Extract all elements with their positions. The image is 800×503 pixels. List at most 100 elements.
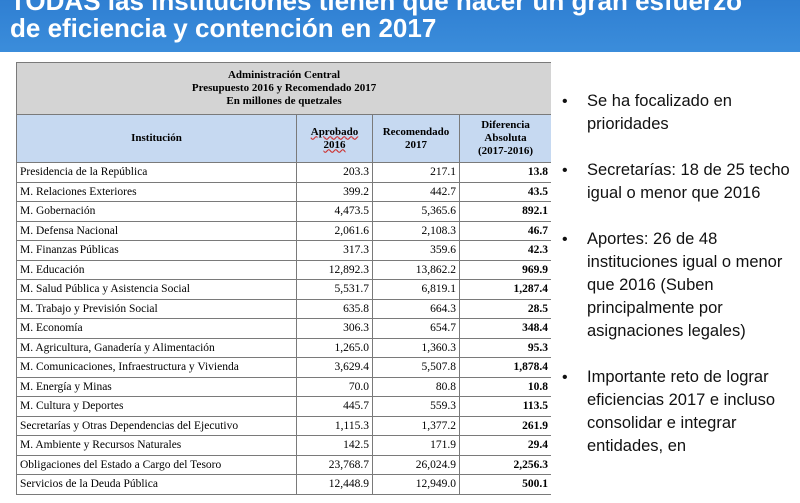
cell-recomendado: 664.3 [372, 298, 460, 319]
header-aprobado-line-1: Aprobado [310, 125, 359, 138]
cell-institucion: M. Relaciones Exteriores [16, 181, 297, 202]
header-diferencia-line-3: (2017-2016) [478, 145, 534, 157]
cell-aprobado: 70.0 [296, 376, 373, 397]
cell-aprobado: 142.5 [296, 435, 373, 456]
cell-institucion: M. Cultura y Deportes [16, 396, 297, 417]
caption-line-2: Presupuesto 2016 y Recomendado 2017 [191, 82, 377, 94]
header-recomendado-line-2: 2017 [405, 138, 427, 151]
cell-recomendado: 80.8 [372, 376, 460, 397]
bullet-text: Secretarías: 18 de 25 techo igual o meno… [587, 161, 790, 202]
cell-institucion: M. Economía [16, 318, 297, 339]
bullet-list: • Se ha focalizado en prioridades • Secreta… [562, 90, 794, 481]
header-institucion: Institución [16, 114, 297, 163]
cell-recomendado: 26,024.9 [372, 454, 460, 475]
bullet-dot-icon: • [562, 369, 568, 386]
table-row: M. Educación 12,892.3 13,862.2 969.9 [16, 259, 551, 280]
cell-aprobado: 1,115.3 [296, 415, 373, 436]
cell-aprobado: 635.8 [296, 298, 373, 319]
cell-recomendado: 171.9 [372, 435, 460, 456]
cell-recomendado: 559.3 [372, 396, 460, 417]
table-row: Servicios de la Deuda Pública 12,448.9 12,… [16, 474, 551, 495]
table-row: M. Relaciones Exteriores 399.2 442.7 43.5 [16, 181, 551, 202]
cell-aprobado: 23,768.7 [296, 454, 373, 475]
bullet-dot-icon: • [562, 162, 568, 179]
cell-diferencia: 29.4 [458, 435, 551, 456]
cell-diferencia: 13.8 [458, 162, 551, 183]
slide-title-line-2: de eficiencia y contención en 2017 [10, 13, 437, 43]
cell-institucion: M. Agricultura, Ganadería y Alimentación [16, 337, 297, 358]
cell-recomendado: 442.7 [372, 181, 460, 202]
header-diferencia: Diferencia Absoluta (2017-2016) [458, 114, 551, 163]
bullet-item: • Secretarías: 18 de 25 techo igual o men… [562, 159, 794, 205]
cell-institucion: M. Defensa Nacional [16, 220, 297, 241]
cell-recomendado: 5,507.8 [372, 357, 460, 378]
table-row: M. Gobernación 4,473.5 5,365.6 892.1 [16, 201, 551, 222]
cell-diferencia: 892.1 [458, 201, 551, 222]
cell-institucion: Obligaciones del Estado a Cargo del Teso… [16, 454, 297, 475]
cell-aprobado: 317.3 [296, 240, 373, 261]
bullet-item: • Se ha focalizado en prioridades [562, 90, 794, 136]
cell-recomendado: 12,949.0 [372, 474, 460, 495]
cell-aprobado: 12,448.9 [296, 474, 373, 495]
cell-diferencia: 10.8 [458, 376, 551, 397]
table-row: Presidencia de la República 203.3 217.1 13.… [16, 162, 551, 183]
cell-diferencia: 28.5 [458, 298, 551, 319]
table-body: Presidencia de la República 203.3 217.1 13.… [16, 162, 551, 495]
header-aprobado: Aprobado 2016 [296, 114, 373, 163]
cell-institucion: Secretarías y Otras Dependencias del Eje… [16, 415, 297, 436]
cell-diferencia: 348.4 [458, 318, 551, 339]
cell-institucion: M. Salud Pública y Asistencia Social [16, 279, 297, 300]
cell-diferencia: 113.5 [458, 396, 551, 417]
cell-aprobado: 4,473.5 [296, 201, 373, 222]
caption-line-3: En millones de quetzales [226, 95, 342, 107]
slide-title-line-1: TODAS las instituciones tienen que hacer… [10, 0, 743, 16]
cell-diferencia: 969.9 [458, 259, 551, 280]
cell-diferencia: 261.9 [458, 415, 551, 436]
cell-diferencia: 42.3 [458, 240, 551, 261]
bullet-text: Aportes: 26 de 48 instituciones igual o … [587, 230, 783, 340]
header-diferencia-line-2: Absoluta [484, 132, 527, 144]
cell-recomendado: 1,377.2 [372, 415, 460, 436]
table-row: M. Ambiente y Recursos Naturales 142.5 171… [16, 435, 551, 456]
cell-aprobado: 399.2 [296, 181, 373, 202]
cell-institucion: M. Trabajo y Previsión Social [16, 298, 297, 319]
cell-institucion: Presidencia de la República [16, 162, 297, 183]
cell-institucion: M. Ambiente y Recursos Naturales [16, 435, 297, 456]
cell-aprobado: 445.7 [296, 396, 373, 417]
budget-table: Administración Central Presupuesto 2016 … [16, 62, 551, 495]
header-diferencia-line-1: Diferencia [481, 119, 530, 131]
cell-recomendado: 217.1 [372, 162, 460, 183]
caption-line-1: Administración Central [227, 69, 341, 81]
table-row: M. Energía y Minas 70.0 80.8 10.8 [16, 376, 551, 397]
header-aprobado-line-2: 2016 [323, 138, 346, 151]
cell-recomendado: 6,819.1 [372, 279, 460, 300]
cell-aprobado: 203.3 [296, 162, 373, 183]
bullet-item: • Importante reto de lograr eficiencias 2… [562, 366, 794, 458]
bullet-dot-icon: • [562, 231, 568, 248]
cell-aprobado: 3,629.4 [296, 357, 373, 378]
slide-title-bar: TODAS las instituciones tienen que hacer… [0, 0, 800, 52]
cell-recomendado: 13,862.2 [372, 259, 460, 280]
cell-diferencia: 46.7 [458, 220, 551, 241]
table-header-row: Institución Aprobado 2016 Recomendado 20… [16, 114, 551, 163]
table-row: M. Economía 306.3 654.7 348.4 [16, 318, 551, 339]
table-row: Secretarías y Otras Dependencias del Eje… [16, 415, 551, 436]
table-row: M. Agricultura, Ganadería y Alimentación… [16, 337, 551, 358]
cell-institucion: M. Educación [16, 259, 297, 280]
cell-aprobado: 306.3 [296, 318, 373, 339]
cell-aprobado: 1,265.0 [296, 337, 373, 358]
table-caption: Administración Central Presupuesto 2016 … [16, 62, 551, 115]
table-row: M. Trabajo y Previsión Social 635.8 664.3 2… [16, 298, 551, 319]
cell-diferencia: 43.5 [458, 181, 551, 202]
cell-recomendado: 359.6 [372, 240, 460, 261]
cell-diferencia: 1,878.4 [458, 357, 551, 378]
cell-institucion: Servicios de la Deuda Pública [16, 474, 297, 495]
table-row: Obligaciones del Estado a Cargo del Teso… [16, 454, 551, 475]
cell-recomendado: 5,365.6 [372, 201, 460, 222]
cell-institucion: M. Comunicaciones, Infraestructura y Viv… [16, 357, 297, 378]
bullet-text: Importante reto de lograr eficiencias 20… [587, 368, 776, 455]
cell-diferencia: 1,287.4 [458, 279, 551, 300]
cell-institucion: M. Finanzas Públicas [16, 240, 297, 261]
cell-diferencia: 500.1 [458, 474, 551, 495]
cell-institucion: M. Gobernación [16, 201, 297, 222]
